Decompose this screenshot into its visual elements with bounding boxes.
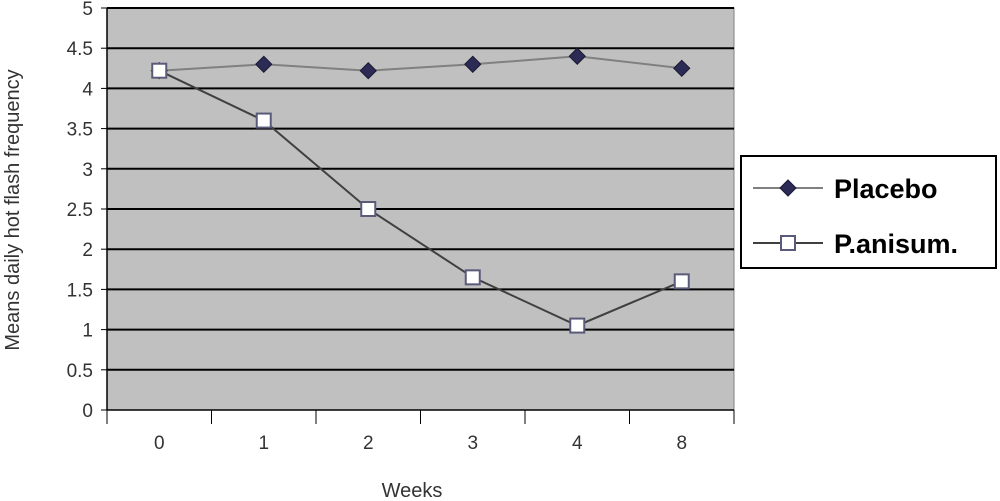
x-axis-title: Weeks [382, 480, 443, 501]
y-tick-label: 1 [82, 321, 93, 342]
y-tick-label: 3.5 [67, 120, 93, 141]
legend: Placebo P.anisum. [740, 155, 997, 269]
y-tick-label: 4 [82, 79, 93, 100]
series-markers [150, 47, 691, 334]
legend-label-panisum: P.anisum. [834, 229, 958, 259]
data-point-placebo [464, 55, 482, 73]
data-point-panisum [255, 112, 272, 129]
y-tick-label: 0.5 [67, 361, 93, 382]
legend-label-placebo: Placebo [834, 174, 938, 204]
x-tick-labels: 0 1 2 3 4 8 [154, 433, 687, 454]
data-point-placebo [359, 62, 377, 80]
data-point-panisum [673, 273, 690, 290]
y-tick-label: 2.5 [67, 200, 93, 221]
x-tick-label: 0 [154, 433, 165, 454]
x-tick-label: 2 [363, 433, 374, 454]
x-tick-label: 3 [467, 433, 478, 454]
axes [101, 7, 735, 424]
y-axis-title: Means daily hot flash frequency [2, 69, 24, 350]
y-tick-label: 4.5 [67, 39, 93, 60]
data-point-panisum [151, 62, 168, 79]
x-tick-label: 1 [258, 433, 269, 454]
y-tick-label: 3 [82, 160, 93, 181]
data-point-panisum [464, 269, 481, 286]
legend-marker-placebo [779, 179, 797, 197]
x-tick-label: 4 [572, 433, 583, 454]
series-lines [158, 55, 683, 327]
data-point-placebo [673, 59, 691, 78]
y-tick-labels: 0 0.5 1 1.5 2 2.5 3 3.5 4 4.5 5 [67, 0, 94, 422]
y-tick-label: 5 [82, 0, 93, 20]
series-line-0 [159, 55, 682, 72]
y-tick-label: 2 [82, 240, 93, 261]
series-line-1 [158, 69, 683, 327]
y-tick-label: 0 [82, 401, 93, 422]
gridlines [107, 7, 734, 371]
data-point-placebo [568, 47, 586, 65]
data-point-placebo [255, 55, 273, 73]
legend-marker-panisum [780, 235, 796, 251]
data-point-panisum [569, 317, 586, 334]
x-tick-label: 8 [676, 433, 687, 454]
data-point-panisum [360, 201, 377, 217]
y-tick-label: 1.5 [67, 280, 93, 301]
